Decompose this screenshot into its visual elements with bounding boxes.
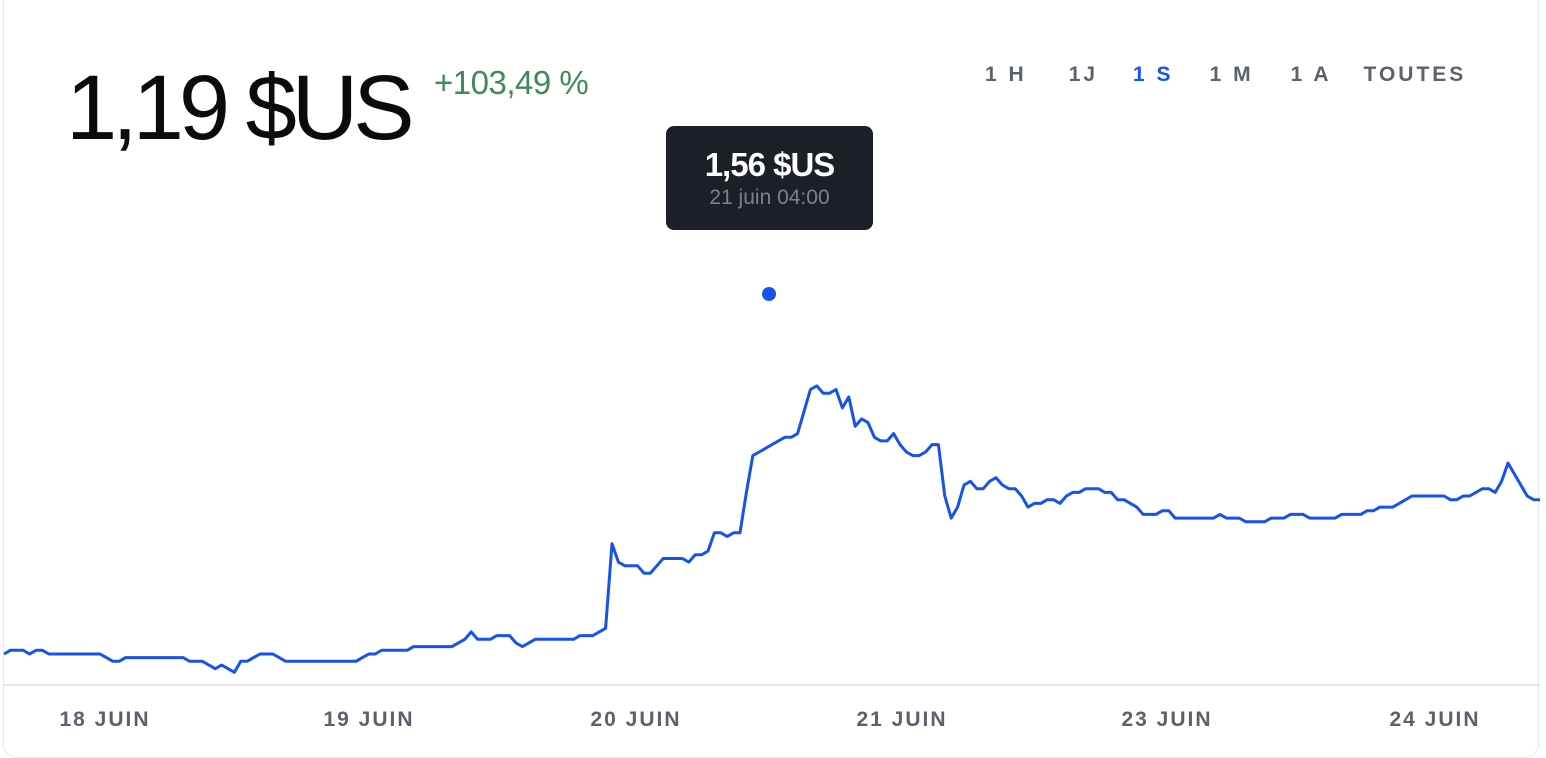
range-tab-1h[interactable]: 1 H (985, 63, 1027, 86)
range-tab-1y[interactable]: 1 A (1290, 63, 1332, 86)
x-tick-label: 23 JUIN (1121, 708, 1212, 731)
current-price: 1,19 $US (66, 57, 415, 159)
range-tab-1d[interactable]: 1J (1068, 63, 1099, 86)
x-tick-label: 18 JUIN (59, 708, 150, 731)
tooltip-date: 21 juin 04:00 (709, 186, 830, 209)
x-tick-label: 20 JUIN (590, 708, 681, 731)
range-tab-1w[interactable]: 1 S (1133, 63, 1174, 86)
tooltip-price: 1,56 $US (704, 146, 836, 183)
range-tab-all[interactable]: TOUTES (1363, 63, 1467, 86)
x-tick-label: 19 JUIN (323, 708, 414, 731)
hover-point-marker (762, 287, 776, 301)
x-tick-label: 21 JUIN (856, 708, 947, 731)
price-series-line (3, 384, 1540, 674)
price-change-percent: +103,49 % (434, 64, 589, 101)
range-tab-1m[interactable]: 1 M (1209, 63, 1254, 86)
x-tick-label: 24 JUIN (1389, 708, 1480, 731)
time-range-selector: 1 H 1J 1 S 1 M 1 A TOUTES (985, 63, 1466, 87)
hover-tooltip: 1,56 $US 21 juin 04:00 (666, 126, 873, 230)
